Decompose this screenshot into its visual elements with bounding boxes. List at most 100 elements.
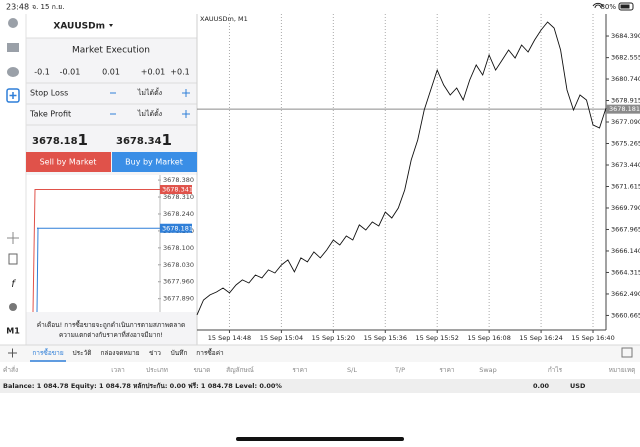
plus-button[interactable] [182, 89, 190, 97]
sell-button-label[interactable]: Sell by Market [40, 158, 97, 167]
quotes-icon[interactable] [7, 43, 19, 52]
volume-step[interactable]: +0.1 [170, 68, 189, 77]
volume-step[interactable]: +0.01 [141, 68, 166, 77]
plus-button[interactable] [182, 110, 190, 118]
y-tick-label: 3664.315 [611, 268, 640, 276]
column-header[interactable]: หมายเหตุ [609, 366, 636, 374]
toolbox-tab[interactable]: กล่องจดหมาย [100, 349, 139, 357]
warning-line: ความแตกต่างกับราคาที่ส่งอาจมีมาก! [59, 330, 163, 339]
bid-tag [160, 223, 192, 233]
x-tick-label: 15 Sep 16:08 [467, 334, 510, 342]
buy-button-label[interactable]: Buy by Market [125, 158, 183, 167]
column-header[interactable]: ประเภท [146, 366, 168, 374]
bid-sup: 1 [78, 131, 88, 149]
chart-type-icon[interactable] [8, 253, 18, 265]
y-tick-label: 3675.265 [611, 139, 640, 147]
battery-icon [618, 2, 634, 11]
y-tick-label: 3677.090 [611, 118, 640, 126]
column-header[interactable]: Swap [479, 366, 497, 374]
mini-chart-area [26, 175, 197, 312]
battery-text: 80% [600, 3, 616, 11]
bid-tag-label: 3678.181 [162, 224, 193, 232]
y-tick-label: 3678.915 [611, 97, 640, 105]
ask-main: 3678.34 [116, 136, 162, 147]
bid-main: 3678.18 [32, 136, 78, 147]
take-profit-value[interactable]: ไม่ได้ตั้ง [137, 107, 162, 118]
column-header [0, 362, 640, 378]
stop-loss-label: Stop Loss [30, 89, 68, 98]
ask-tag-label: 3678.341 [162, 186, 193, 194]
bid-spike [36, 227, 39, 313]
x-tick-label: 15 Sep 16:40 [571, 334, 614, 342]
volume-step[interactable]: -0.01 [60, 68, 81, 77]
mini-y-tick-label: 3677.890 [163, 295, 194, 303]
column-header[interactable]: สัญลักษณ์ [226, 366, 254, 374]
objects-icon[interactable] [9, 303, 17, 311]
plus-icon [9, 92, 17, 99]
column-header[interactable]: T/P [394, 366, 405, 374]
chart-title: XAUUSDm, M1 [200, 15, 248, 23]
y-tick-label: 3684.390 [611, 32, 640, 40]
ask-sup: 1 [162, 131, 172, 149]
status-time: 23:48 [6, 3, 29, 12]
status-date: จ. 15 ก.ย. [32, 3, 64, 11]
currency: USD [570, 382, 586, 390]
stop-loss-value[interactable]: ไม่ได้ตั้ง [137, 86, 162, 97]
ask-price: 3678.341 [116, 131, 172, 149]
y-tick-label: 3666.140 [611, 247, 640, 255]
chat-icon[interactable] [7, 67, 19, 77]
column-header[interactable]: ราคา [439, 366, 454, 374]
total-profit: 0.00 [533, 382, 550, 390]
balance-row [0, 379, 640, 393]
timeframe-button[interactable]: M1 [6, 327, 20, 336]
account-icon[interactable] [8, 18, 18, 28]
buy-button[interactable] [112, 152, 197, 172]
toolbox-tab[interactable]: ประวัติ [73, 349, 92, 357]
sell-button[interactable] [26, 152, 111, 172]
mini-y-tick-label: 3678.100 [163, 244, 194, 252]
toolbox-tab[interactable]: การซื้อค่า [196, 348, 224, 357]
balance-text: Balance: 1 084.78 Equity: 1 084.78 หลักป… [3, 382, 282, 390]
y-tick-label: 3673.440 [611, 161, 640, 169]
mini-y-tick-label: 3678.240 [163, 210, 194, 218]
x-tick-label: 15 Sep 14:48 [208, 334, 251, 342]
new-order-icon[interactable] [6, 88, 20, 103]
toolbox-tab[interactable]: บันทึก [171, 349, 188, 357]
home-indicator [236, 437, 404, 441]
x-tick-label: 15 Sep 15:36 [364, 334, 407, 342]
ask-spike [32, 189, 37, 313]
dropdown-arrow [109, 24, 113, 27]
column-header[interactable]: เวลา [111, 366, 125, 374]
indicators-icon[interactable]: f [11, 279, 16, 290]
toolbox-tab[interactable]: การซื้อขาย [32, 348, 63, 357]
y-tick-label: 3682.555 [611, 54, 640, 62]
column-header[interactable]: กำไร [548, 366, 563, 374]
mini-y-tick-label: 3677.960 [163, 278, 194, 286]
layout-icon[interactable] [621, 347, 633, 358]
column-header[interactable]: คำสั่ง [3, 365, 18, 374]
volume-value[interactable]: 0.01 [102, 68, 120, 77]
mini-y-tick-label: 3678.030 [163, 261, 194, 269]
crosshair-icon[interactable] [7, 232, 19, 244]
add-button[interactable] [8, 348, 17, 358]
y-tick-label: 3667.965 [611, 225, 640, 233]
column-header[interactable]: S/L [347, 366, 357, 374]
y-tick-label: 3669.790 [611, 204, 640, 212]
symbol-name[interactable]: XAUUSDm [53, 22, 105, 32]
volume-step[interactable]: -0.1 [34, 68, 50, 77]
mini-y-tick-label: 3678.310 [163, 193, 194, 201]
execution-type[interactable]: Market Execution [72, 46, 150, 56]
x-tick-label: 15 Sep 15:20 [312, 334, 355, 342]
price-tag [606, 104, 640, 114]
column-header[interactable]: ราคา [292, 366, 307, 374]
y-tick-label: 3662.490 [611, 290, 640, 298]
y-tick-label: 3660.665 [611, 311, 640, 319]
ask-tag [160, 185, 192, 195]
bid-price: 3678.181 [32, 131, 88, 149]
x-tick-label: 15 Sep 15:52 [416, 334, 459, 342]
column-header[interactable]: ขนาด [194, 366, 211, 374]
mini-y-tick-label: 3678.380 [163, 176, 194, 184]
toolbox-tab[interactable]: ข่าว [149, 349, 161, 357]
